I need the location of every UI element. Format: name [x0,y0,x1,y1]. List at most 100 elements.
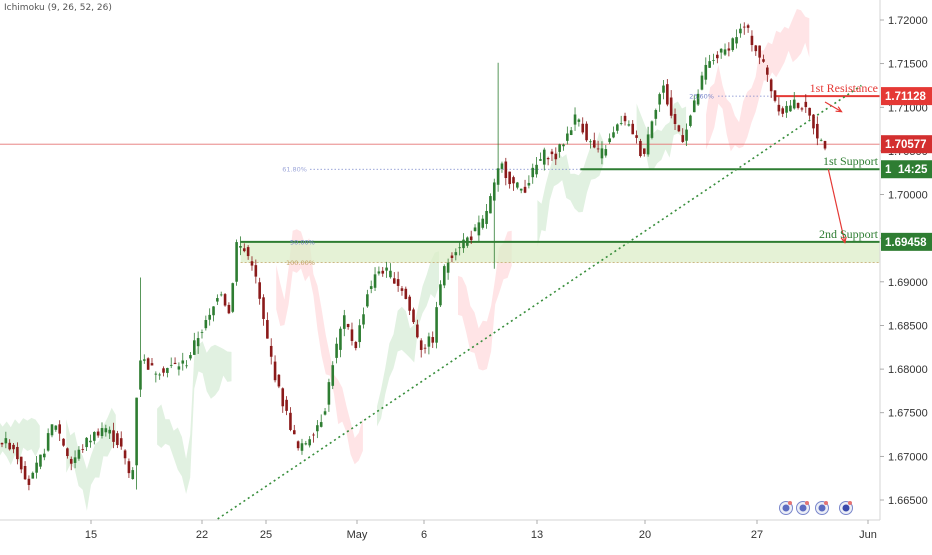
candle-body [204,320,208,329]
candle-body [58,424,61,434]
candle-body [323,411,327,415]
candle-body [785,105,788,113]
candle-body [12,444,15,450]
candle-body [335,343,338,358]
support-arrow-head [840,236,847,244]
candle-body [269,345,273,357]
candle-body [246,247,250,257]
resistance-arrow-head [835,106,843,113]
candle-body [96,431,100,436]
candle-body [477,222,481,236]
candle-body [158,374,161,376]
candle-body [581,123,585,133]
candle-body [112,430,115,442]
candle-body [319,422,323,427]
candle-body [227,304,231,314]
candle-body [231,283,235,312]
price-tick-label: 1.68500 [888,320,928,332]
candle-body [208,314,211,320]
candle-body [566,133,569,141]
cloud-segment [458,230,512,371]
candle-body [266,320,269,339]
candle-body [223,294,227,306]
fib-label: 100.00% [286,259,315,267]
candle-body [639,140,642,157]
time-tick-label: Jun [859,529,877,541]
candle-body [308,439,311,446]
candle-body [281,388,285,407]
cloud-segment [276,229,363,465]
candle-body [539,159,542,161]
candle-body [742,26,746,28]
price-tick-label: 1.71000 [888,102,928,114]
candle-body [758,45,761,58]
candle-body [362,314,365,325]
candle-body [150,363,154,366]
annotations: 1st Resistance 1st Support 2nd Support 23.6… [282,81,878,267]
candle-body [658,94,661,105]
trendline-layer[interactable] [212,84,862,523]
candle-body [519,188,523,191]
candle-body [4,438,8,444]
candle-body [408,296,411,311]
candle-body [289,412,292,430]
candle-body [604,149,608,156]
current-price-tag-bg [881,135,932,154]
price-tick-label: 1.66500 [888,495,928,507]
candle-body [512,177,515,184]
economic-event-icon [779,501,793,515]
candle-body [558,144,561,152]
economic-event-icon [815,501,829,515]
candle-body [419,340,423,350]
candle-body [235,242,238,282]
price-tags: 1.71128 1.70577 1 14:25 1.69458 [881,87,932,251]
price-axis[interactable]: 1.720001.715001.710001.705001.700001.695… [879,0,932,550]
candle-body [692,100,696,113]
candle-body [123,450,127,459]
event-icons[interactable] [779,501,853,515]
candle-body [404,288,408,299]
candle-body [481,218,485,228]
candle-body [677,125,681,132]
candle-body [689,115,692,126]
candle-body [239,246,242,248]
time-axis[interactable]: 15 22 25 May 6 13 20 27 Jun [0,519,932,550]
support-2-tag-text: 1.69458 [885,237,927,249]
candle-body [696,93,700,105]
candle-body [396,279,400,286]
cloud-segment [537,131,604,248]
candle-body [50,424,54,436]
candle-body [669,97,673,116]
candle-body [550,151,554,155]
candle-body [489,196,492,214]
candle-body [516,182,519,188]
ascending-trendline [212,84,862,523]
candle-body [62,438,65,446]
cloud-segment [636,101,687,171]
candle-body [504,161,508,179]
candle-body [819,139,823,141]
event-icon-flag [788,501,792,505]
candle-body [189,355,192,359]
indicator-legend[interactable]: Ichimoku (9, 26, 52, 26) [4,3,112,13]
price-tick-label: 1.68000 [888,364,928,376]
candle-body [196,338,200,347]
candle-body [808,107,811,116]
candle-body [339,328,342,350]
candle-body [616,124,619,131]
resistance-tag-text: 1.71128 [885,91,927,103]
candle-body [373,274,377,288]
candle-body [804,101,808,108]
candle-body [727,48,731,51]
candle-body [708,61,711,68]
candle-body [423,347,427,349]
candle-body [704,64,708,80]
candle-body [81,449,85,450]
candle-body [54,425,58,430]
candle-body [577,119,581,122]
candle-body [796,102,800,108]
price-tick-label: 1.70000 [888,190,928,202]
candle-body [46,433,50,451]
